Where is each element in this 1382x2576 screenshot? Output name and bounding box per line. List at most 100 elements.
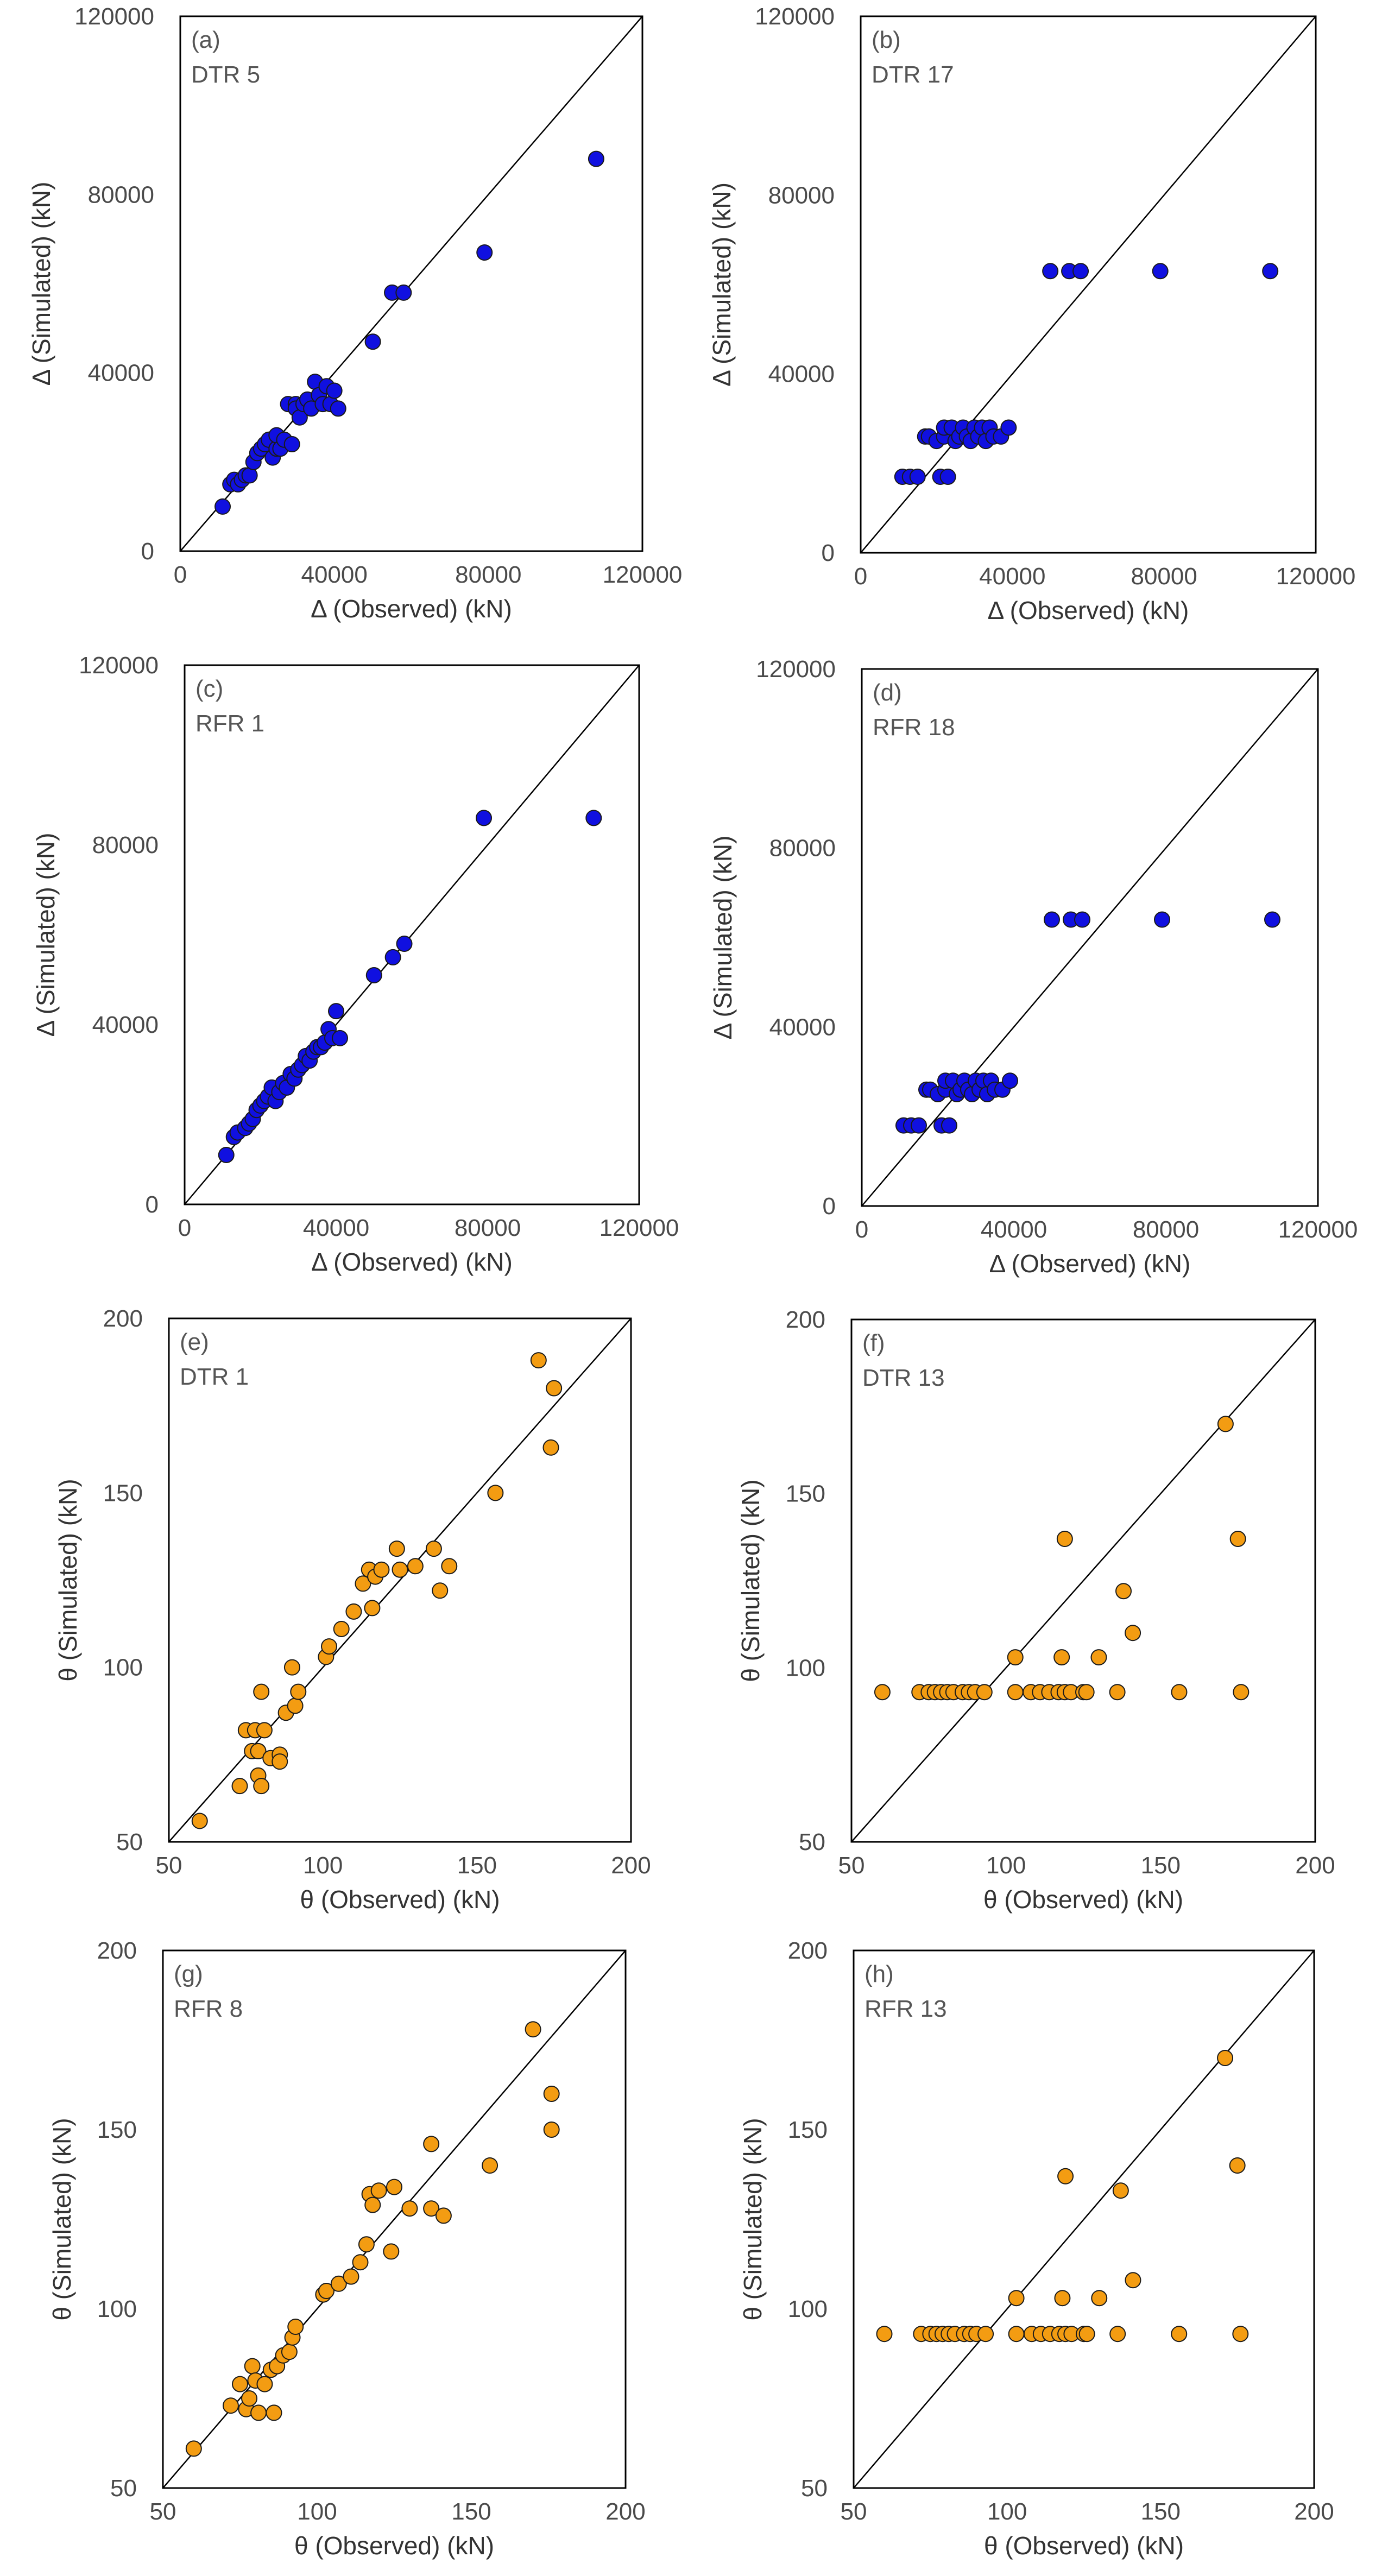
y-tick-label: 40000 xyxy=(88,360,154,387)
data-point xyxy=(1115,1583,1132,1600)
data-point xyxy=(1233,1684,1250,1701)
data-point xyxy=(343,2268,359,2285)
data-point xyxy=(1008,2326,1025,2343)
data-points xyxy=(214,150,604,515)
x-tick-label: 80000 xyxy=(1131,563,1197,590)
y-tick-label: 100 xyxy=(786,1655,825,1681)
y-tick-label: 200 xyxy=(786,1306,825,1333)
data-point xyxy=(231,1778,248,1795)
x-axis-label: θ (Observed) (kN) xyxy=(984,2531,1184,2560)
data-point xyxy=(256,1722,273,1739)
data-point xyxy=(407,1558,424,1575)
panel-subtitle: RFR 13 xyxy=(864,1996,947,2022)
panel-subtitle: RFR 1 xyxy=(195,710,264,737)
y-tick-label: 80000 xyxy=(92,832,159,858)
data-points xyxy=(894,263,1279,485)
data-point xyxy=(1056,1531,1073,1548)
x-tick-label: 80000 xyxy=(1133,1216,1199,1243)
data-point xyxy=(1229,2157,1246,2174)
data-point xyxy=(1109,2326,1126,2343)
data-point xyxy=(585,810,602,826)
data-point xyxy=(874,1684,891,1701)
data-point xyxy=(373,1561,390,1578)
panel-label: (h) xyxy=(864,1961,894,1987)
data-point xyxy=(1008,2290,1025,2307)
data-point xyxy=(283,1659,300,1676)
y-tick-label: 150 xyxy=(786,1481,825,1507)
data-point xyxy=(326,382,343,399)
data-point xyxy=(909,469,926,485)
data-point xyxy=(1007,1684,1024,1701)
panel-e: 50 100 150 200 50 100 150 200 θ (Observed) (kN) θ… xyxy=(54,1305,651,1914)
data-point xyxy=(395,284,412,301)
data-point xyxy=(253,1778,270,1795)
y-tick-label: 50 xyxy=(116,1829,143,1855)
data-point xyxy=(1078,1684,1095,1701)
data-point xyxy=(1125,1625,1141,1641)
data-point xyxy=(364,1600,381,1617)
data-point xyxy=(546,1380,563,1397)
data-point xyxy=(423,2136,440,2152)
data-point xyxy=(250,2404,267,2421)
data-point xyxy=(487,1485,504,1501)
data-point xyxy=(1054,2290,1071,2307)
x-tick-label: 50 xyxy=(156,1852,182,1879)
data-point xyxy=(401,2200,418,2217)
panel-label: (d) xyxy=(873,679,902,706)
data-point xyxy=(1053,1649,1070,1666)
data-point xyxy=(214,498,231,515)
data-point xyxy=(287,1697,304,1714)
data-point xyxy=(365,967,382,983)
data-point xyxy=(384,949,401,965)
plot-frame xyxy=(853,1949,1315,2489)
reference-line xyxy=(853,1950,1315,2489)
panel-label: (a) xyxy=(191,27,220,53)
data-point xyxy=(392,1561,408,1578)
x-tick-label: 0 xyxy=(854,563,867,590)
x-tick-label: 120000 xyxy=(1276,563,1356,590)
data-point xyxy=(476,810,493,826)
x-tick-label: 100 xyxy=(303,1852,343,1879)
y-axis-label: θ (Simulated) (kN) xyxy=(739,2118,767,2320)
plot-frame xyxy=(168,1317,632,1843)
y-tick-label: 120000 xyxy=(756,656,836,683)
data-points xyxy=(218,810,602,1163)
data-point xyxy=(1091,2290,1108,2307)
panel-subtitle: RFR 18 xyxy=(873,714,955,741)
data-point xyxy=(1002,1072,1018,1089)
data-point xyxy=(272,1753,288,1770)
y-tick-label: 0 xyxy=(823,1193,836,1220)
data-point xyxy=(1171,2326,1188,2343)
panel-c: 0 40000 80000 120000 0 40000 80000 120000 Δ (Obs… xyxy=(31,652,679,1276)
data-point xyxy=(321,1638,338,1655)
x-tick-label: 0 xyxy=(178,1215,191,1241)
plot-frame xyxy=(850,1318,1316,1843)
x-axis-label: θ (Observed) (kN) xyxy=(300,1885,500,1914)
data-point xyxy=(232,2376,248,2392)
data-point xyxy=(370,2182,387,2199)
data-point xyxy=(218,1146,235,1163)
plot-frame xyxy=(860,15,1317,554)
plot-frame xyxy=(162,1949,627,2489)
x-tick-label: 40000 xyxy=(303,1215,369,1241)
y-tick-label: 40000 xyxy=(768,361,835,388)
data-point xyxy=(330,2275,347,2292)
data-points xyxy=(876,2050,1249,2343)
data-point xyxy=(1072,263,1089,280)
x-axis-label: θ (Observed) (kN) xyxy=(294,2531,494,2560)
x-axis-label: Δ (Observed) (kN) xyxy=(988,596,1189,624)
x-tick-label: 120000 xyxy=(600,1215,679,1241)
y-tick-label: 40000 xyxy=(769,1014,836,1040)
data-point xyxy=(1232,2326,1249,2343)
data-points xyxy=(185,2021,560,2457)
x-tick-label: 100 xyxy=(987,2498,1027,2525)
y-axis-label: Δ (Simulated) (kN) xyxy=(709,836,737,1040)
data-point xyxy=(435,2207,452,2224)
panel-h: 50 100 150 200 50 100 150 200 θ (Observed) (kN) θ… xyxy=(739,1937,1334,2560)
y-axis-label: Δ (Simulated) (kN) xyxy=(27,182,55,386)
x-axis-label: Δ (Observed) (kN) xyxy=(989,1249,1191,1278)
data-point xyxy=(1217,2050,1234,2066)
plot-frame xyxy=(179,15,643,552)
x-tick-label: 100 xyxy=(297,2498,337,2525)
y-axis-label: θ (Simulated) (kN) xyxy=(54,1479,82,1681)
